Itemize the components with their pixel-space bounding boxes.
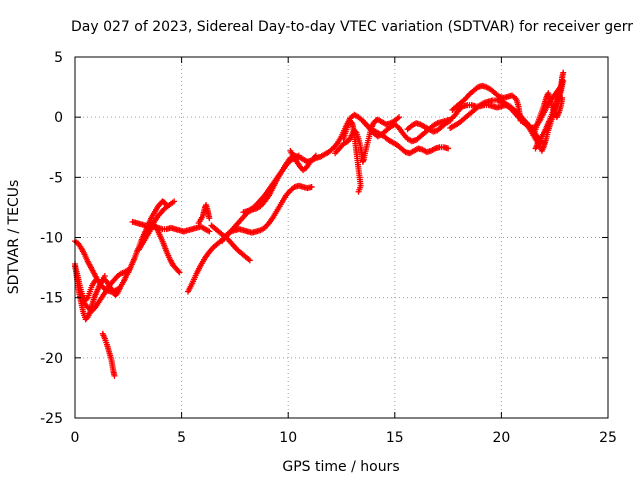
x-axis-label: GPS time / hours <box>282 459 399 475</box>
y-tick-label: -5 <box>49 170 63 186</box>
y-tick-label: 0 <box>54 110 63 126</box>
data-segment <box>76 266 132 314</box>
data-point-marker <box>111 372 118 379</box>
data-point-marker <box>295 152 302 159</box>
data-segment <box>142 198 178 236</box>
x-tick-label: 20 <box>492 430 510 446</box>
y-tick-label: -10 <box>40 231 63 247</box>
data-point-marker <box>560 69 567 76</box>
data-point-marker <box>206 228 213 235</box>
data-point-marker <box>308 183 315 190</box>
data-segment <box>72 263 108 304</box>
data-point-marker <box>171 198 178 205</box>
x-tick-label: 15 <box>386 430 404 446</box>
y-tick-labels: -25 -20 -15 -10 -5 0 5 <box>40 50 63 427</box>
data-segment <box>532 78 567 152</box>
data-series-sdtvar <box>72 69 567 379</box>
y-tick-label: 5 <box>54 50 63 66</box>
data-point-marker <box>447 117 454 124</box>
data-segment <box>219 182 315 245</box>
x-tick-label: 25 <box>599 430 617 446</box>
data-point-marker <box>83 295 90 302</box>
data-segment <box>195 202 213 227</box>
y-tick-label: -25 <box>40 411 63 427</box>
data-segment <box>530 90 566 139</box>
data-segment <box>287 147 319 174</box>
data-segment <box>404 117 454 135</box>
y-axis-label: SDTVAR / TECUs <box>6 180 22 295</box>
data-segment <box>240 152 302 216</box>
data-point-marker <box>396 114 403 121</box>
data-point-marker <box>206 215 213 222</box>
data-point-marker <box>311 153 318 160</box>
data-point-marker <box>116 285 123 292</box>
data-point-marker <box>125 266 132 273</box>
data-point-marker <box>176 269 183 276</box>
x-tick-labels: 0 5 10 15 20 25 <box>71 430 617 446</box>
data-segment <box>72 238 123 295</box>
data-point-marker <box>246 257 253 264</box>
x-tick-label: 5 <box>177 430 186 446</box>
data-segment <box>340 117 364 195</box>
data-point-marker <box>560 78 567 85</box>
data-point-marker <box>312 152 319 159</box>
data-segment <box>393 141 452 157</box>
axis-ticks <box>74 56 609 419</box>
data-point-marker <box>175 268 182 275</box>
data-segment <box>99 330 118 379</box>
data-point-marker <box>355 188 362 195</box>
data-point-marker <box>101 273 108 280</box>
data-point-marker <box>445 145 452 152</box>
y-tick-label: -15 <box>40 291 63 307</box>
y-tick-label: -20 <box>40 351 63 367</box>
x-tick-label: 0 <box>71 430 80 446</box>
chart-title: Day 027 of 2023, Sidereal Day-to-day VTE… <box>71 19 633 35</box>
x-tick-label: 10 <box>279 430 297 446</box>
